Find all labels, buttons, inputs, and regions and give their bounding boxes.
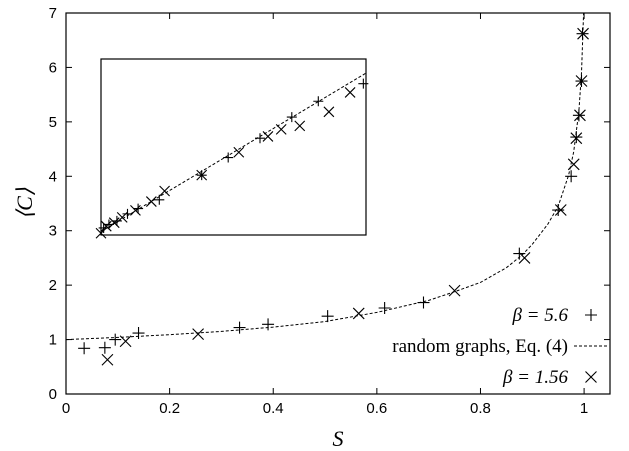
x-tick-label: 0	[62, 400, 70, 417]
inset-point-beta-5-6	[154, 194, 165, 205]
inset-point-beta-5-6	[286, 112, 297, 123]
point-beta-5-6	[109, 333, 122, 346]
series-random-graphs-curve	[65, 12, 585, 341]
legend-plus-marker	[585, 309, 597, 321]
inset-point-beta-1-56	[196, 169, 208, 181]
point-beta-5-6	[572, 109, 585, 122]
inset-markers	[95, 78, 369, 239]
legend-cross-glyph	[585, 371, 597, 383]
inset-point-beta-1-56	[159, 185, 170, 197]
axis-tick-labels: 0 0.2 0.4 0.6 0.8 1 0 1 2 3 4 5 6 7	[49, 5, 589, 417]
inset-point-beta-5-6	[133, 203, 144, 214]
point-beta-1-56	[567, 158, 580, 171]
y-tick-label: 2	[49, 277, 57, 294]
point-beta-5-6	[233, 321, 246, 334]
inset-point-beta-5-6	[358, 78, 369, 89]
point-beta-1-56	[101, 353, 114, 366]
legend-cross-marker	[585, 371, 597, 383]
point-beta-5-6	[98, 341, 111, 354]
point-beta-1-56	[192, 328, 205, 341]
inset-point-beta-1-56	[262, 131, 274, 142]
y-tick-label: 5	[49, 114, 57, 131]
x-tick-label: 1	[580, 400, 588, 417]
legend: β = 5.6 random graphs, Eq. (4) β = 1.56	[392, 305, 608, 388]
y-axis-label: ⟨C⟩	[12, 187, 37, 219]
point-beta-1-56	[448, 284, 461, 297]
inset-point-beta-1-56	[130, 204, 141, 216]
inset-point-beta-1-56	[100, 220, 112, 232]
legend-label-random-graphs: random graphs, Eq. (4)	[392, 336, 568, 357]
point-beta-5-6	[417, 296, 430, 309]
inset-point-beta-5-6	[223, 152, 234, 163]
point-beta-5-6	[262, 318, 275, 331]
point-beta-1-56	[570, 132, 583, 145]
x-axis-label: S	[333, 426, 344, 451]
point-beta-5-6	[321, 310, 334, 323]
point-beta-1-56	[574, 109, 586, 122]
axis-ticks	[65, 12, 610, 395]
x-tick-label: 0.8	[470, 400, 491, 417]
inset-point-beta-5-6	[111, 215, 122, 226]
y-tick-label: 1	[49, 332, 57, 349]
point-beta-1-56	[518, 252, 531, 264]
y-tick-label: 0	[49, 386, 57, 403]
inset-point-beta-1-56	[323, 106, 335, 118]
plot-frame	[65, 12, 611, 395]
x-tick-label: 0.2	[159, 400, 180, 417]
point-beta-5-6	[513, 247, 526, 260]
inset-point-beta-1-56	[233, 146, 245, 158]
y-tick-label: 3	[49, 223, 57, 240]
inset-point-beta-5-6	[313, 96, 324, 107]
point-beta-1-56	[554, 204, 567, 216]
inset-line	[100, 72, 367, 232]
point-beta-5-6	[552, 204, 565, 217]
y-tick-label: 6	[49, 59, 57, 76]
point-beta-5-6	[132, 327, 145, 340]
point-beta-1-56	[352, 307, 365, 320]
point-beta-1-56	[575, 75, 588, 87]
inset-point-beta-1-56	[108, 217, 120, 229]
legend-label-beta-5-6: β = 5.6	[511, 305, 568, 326]
series-markers	[78, 27, 589, 366]
x-tick-label: 0.4	[263, 400, 284, 417]
legend-plus-glyph	[585, 309, 597, 321]
inset-point-beta-5-6	[122, 208, 133, 219]
y-tick-label: 4	[49, 168, 57, 185]
legend-label-beta-1-56: β = 1.56	[502, 367, 569, 388]
point-beta-5-6	[565, 170, 578, 183]
inset-point-beta-1-56	[116, 212, 128, 223]
point-beta-1-56	[119, 335, 132, 348]
inset-point-beta-1-56	[95, 227, 107, 239]
point-beta-5-6	[78, 342, 91, 355]
point-beta-5-6	[570, 131, 583, 144]
inset-point-beta-1-56	[275, 124, 287, 135]
inset-point-beta-5-6	[255, 133, 265, 144]
curve-random-graphs	[65, 12, 585, 341]
point-beta-1-56	[577, 27, 589, 40]
inset-point-beta-1-56	[294, 120, 306, 132]
y-tick-label: 7	[49, 5, 57, 22]
point-beta-5-6	[378, 302, 391, 315]
x-tick-label: 0.6	[366, 400, 387, 417]
inset-point-beta-1-56	[145, 196, 157, 207]
inset-point-beta-1-56	[344, 87, 356, 98]
inset-fit-line	[100, 72, 367, 232]
